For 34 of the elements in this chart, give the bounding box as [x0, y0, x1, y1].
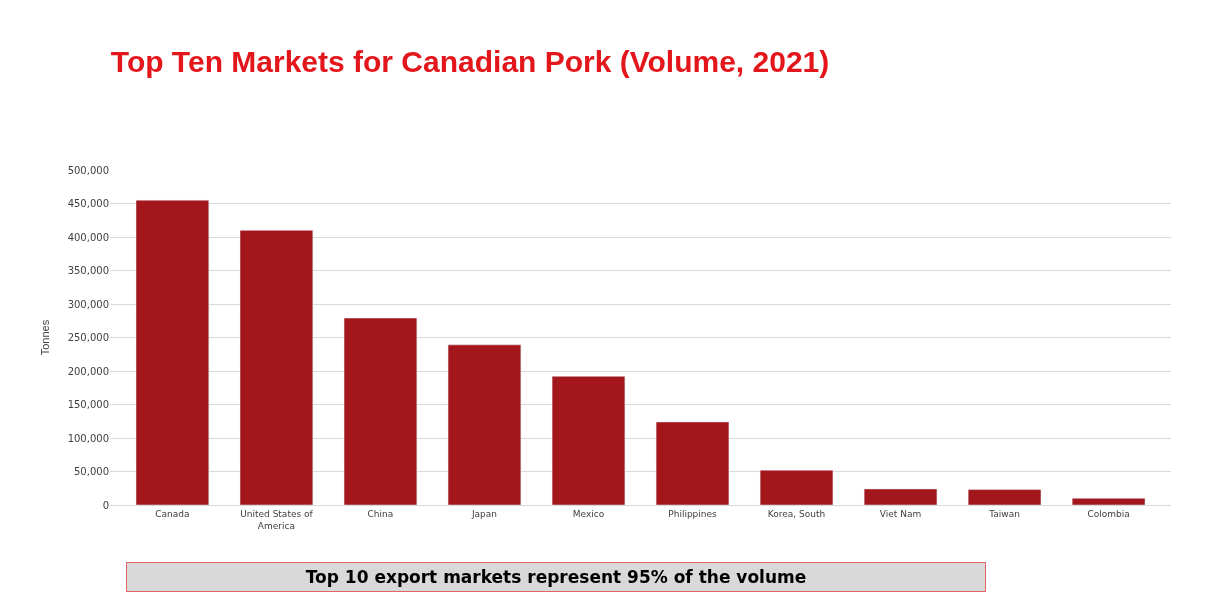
- y-tick-label: 400,000: [67, 231, 109, 243]
- x-tick-label: Mexico: [572, 508, 605, 519]
- bar: [447, 344, 522, 505]
- x-tick-label: Colombia: [1087, 508, 1130, 519]
- x-tick-label: Korea, South: [767, 508, 826, 519]
- y-tick-label: 500,000: [67, 164, 109, 176]
- bar: [239, 230, 314, 505]
- y-tick-label: 450,000: [67, 198, 109, 209]
- y-tick-label: 300,000: [67, 298, 109, 310]
- x-tick-label: Viet Nam: [879, 508, 922, 519]
- y-tick-label: 250,000: [67, 332, 109, 343]
- bar: [1071, 498, 1146, 505]
- x-tick-label: Taiwan: [988, 508, 1020, 519]
- x-tick-label: Canada: [155, 508, 190, 519]
- y-tick-label: 200,000: [67, 365, 109, 377]
- y-tick-label: 100,000: [67, 432, 109, 444]
- x-tick-label: Japan: [470, 508, 498, 519]
- text: Top 10 export markets represent 95% of the volume: [305, 567, 807, 587]
- y-tick-label: 150,000: [67, 399, 109, 410]
- x-tick-label: United States of America: [240, 508, 314, 531]
- bar: [343, 317, 418, 505]
- bar: [551, 376, 626, 505]
- bar: [967, 489, 1042, 505]
- y-tick-label: 0: [102, 499, 109, 511]
- bar: [863, 488, 938, 505]
- y-tick-label: 350,000: [67, 265, 109, 276]
- x-tick-label: Philippines: [668, 508, 718, 519]
- bar: [759, 469, 834, 505]
- y-tick-label: 50,000: [74, 466, 109, 477]
- x-tick-label: China: [367, 508, 394, 519]
- bar: [135, 199, 210, 505]
- chart-title: Top Ten Markets for Canadian Pork (Volume, 2021): [110, 45, 830, 78]
- y-axis-title: Tonnes: [39, 319, 52, 356]
- bar: [655, 421, 730, 505]
